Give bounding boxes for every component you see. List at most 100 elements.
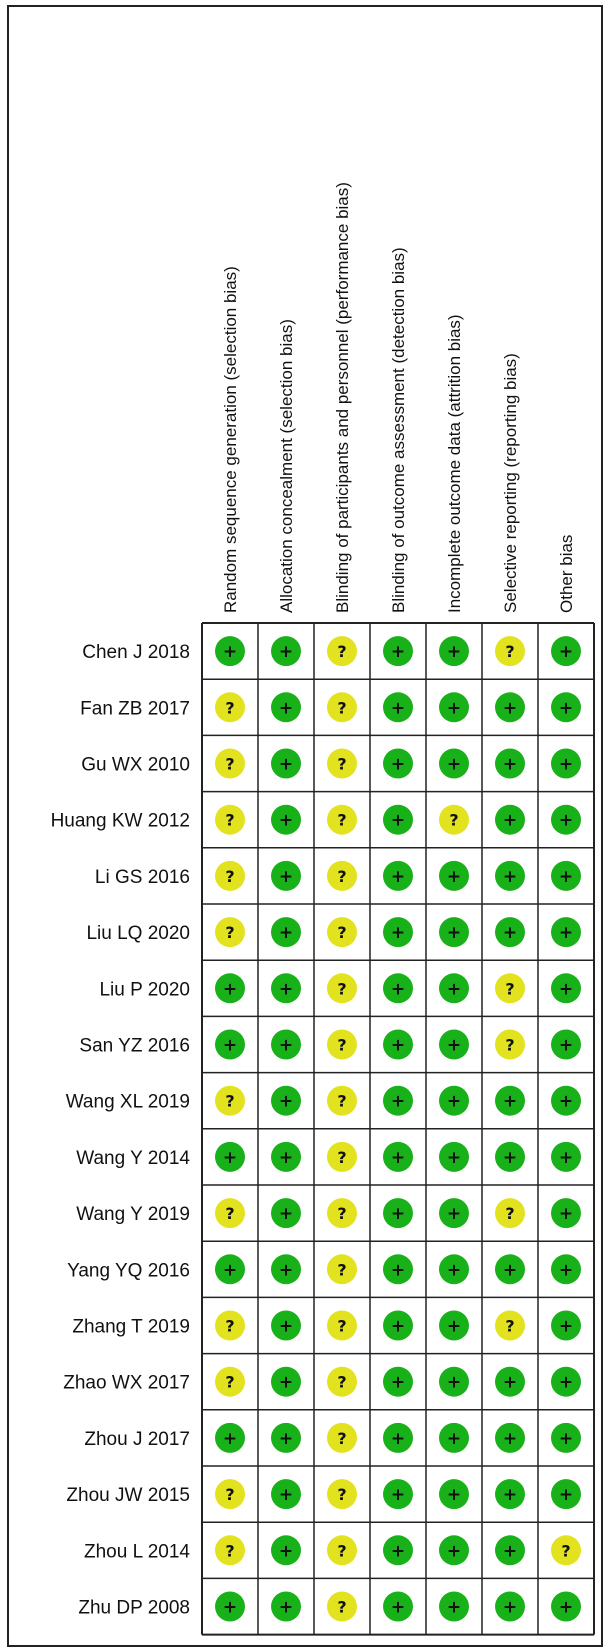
low-risk-cell: + (439, 1254, 469, 1285)
unclear-risk-circle (215, 1198, 245, 1229)
question-symbol: ? (225, 755, 234, 774)
plus-symbol: + (447, 1429, 461, 1449)
unclear-risk-cell: ? (327, 692, 357, 723)
plus-symbol: + (391, 923, 405, 943)
plus-symbol: + (391, 698, 405, 718)
unclear-risk-circle (215, 917, 245, 948)
low-risk-circle (271, 973, 301, 1004)
low-risk-circle (271, 1366, 301, 1397)
unclear-risk-cell: ? (551, 1535, 581, 1566)
question-symbol: ? (225, 1541, 234, 1560)
low-risk-cell: + (551, 1141, 581, 1172)
plus-symbol: + (559, 755, 573, 775)
low-risk-cell: + (383, 748, 413, 779)
judgement-cells: + +? + +? +? +? + + + +? +? + + + +? +? +? + +? +? + + + +? +? + +… (215, 636, 581, 1622)
plus-symbol: + (391, 1317, 405, 1337)
unclear-risk-cell: ? (327, 1591, 357, 1622)
plus-symbol: + (447, 1260, 461, 1280)
study-label: Wang Y 2019 (76, 1204, 190, 1225)
low-risk-cell: + (439, 636, 469, 667)
plus-symbol: + (391, 867, 405, 887)
plus-symbol: + (279, 642, 293, 662)
question-symbol: ? (225, 1317, 234, 1336)
low-risk-cell: + (271, 1310, 301, 1341)
study-label: Zhou J 2017 (84, 1429, 190, 1450)
low-risk-cell: + (383, 860, 413, 891)
low-risk-circle (383, 1591, 413, 1622)
unclear-risk-circle (495, 973, 525, 1004)
low-risk-cell: + (495, 1366, 525, 1397)
plus-symbol: + (447, 755, 461, 775)
question-symbol: ? (505, 1204, 514, 1223)
plus-symbol: + (503, 1429, 517, 1449)
study-label: Zhao WX 2017 (63, 1373, 190, 1394)
unclear-risk-cell: ? (327, 1310, 357, 1341)
column-label: Selective reporting (reporting bias) (501, 353, 520, 613)
low-risk-cell: + (439, 748, 469, 779)
unclear-risk-cell: ? (327, 1254, 357, 1285)
plus-symbol: + (559, 867, 573, 887)
question-symbol: ? (225, 1373, 234, 1392)
unclear-risk-circle (215, 1366, 245, 1397)
low-risk-circle (271, 1198, 301, 1229)
low-risk-circle (383, 973, 413, 1004)
plus-symbol: + (223, 1148, 237, 1168)
plus-symbol: + (391, 1260, 405, 1280)
low-risk-cell: + (271, 1479, 301, 1510)
low-risk-circle (551, 692, 581, 723)
plus-symbol: + (559, 1598, 573, 1618)
low-risk-circle (383, 1029, 413, 1060)
question-symbol: ? (505, 1036, 514, 1055)
plus-symbol: + (503, 1485, 517, 1505)
low-risk-circle (383, 692, 413, 723)
study-label: Fan ZB 2017 (80, 698, 190, 719)
low-risk-circle (551, 1198, 581, 1229)
low-risk-circle (271, 917, 301, 948)
low-risk-cell: + (271, 692, 301, 723)
plus-symbol: + (559, 1036, 573, 1056)
plus-symbol: + (391, 1036, 405, 1056)
low-risk-circle (439, 1535, 469, 1566)
low-risk-circle (383, 1085, 413, 1116)
plus-symbol: + (447, 642, 461, 662)
low-risk-circle (271, 1141, 301, 1172)
low-risk-cell: + (383, 1029, 413, 1060)
unclear-risk-circle (551, 1535, 581, 1566)
low-risk-circle (271, 1422, 301, 1453)
low-risk-cell: + (439, 1422, 469, 1453)
unclear-risk-cell: ? (327, 917, 357, 948)
low-risk-cell: + (383, 1591, 413, 1622)
plus-symbol: + (223, 1429, 237, 1449)
low-risk-cell: + (271, 1535, 301, 1566)
unclear-risk-cell: ? (215, 917, 245, 948)
plus-symbol: + (447, 1204, 461, 1224)
question-symbol: ? (337, 698, 346, 717)
unclear-risk-cell: ? (327, 804, 357, 835)
low-risk-circle (383, 1366, 413, 1397)
low-risk-circle (439, 692, 469, 723)
plus-symbol: + (447, 979, 461, 999)
unclear-risk-circle (495, 1310, 525, 1341)
low-risk-cell: + (383, 804, 413, 835)
low-risk-circle (383, 1254, 413, 1285)
low-risk-circle (551, 917, 581, 948)
study-label: Zhu DP 2008 (78, 1598, 190, 1619)
unclear-risk-cell: ? (215, 1366, 245, 1397)
unclear-risk-circle (495, 636, 525, 667)
low-risk-circle (215, 1141, 245, 1172)
plus-symbol: + (279, 923, 293, 943)
unclear-risk-circle (327, 1254, 357, 1285)
plus-symbol: + (559, 1092, 573, 1112)
low-risk-circle (439, 1029, 469, 1060)
plus-symbol: + (391, 979, 405, 999)
plus-symbol: + (447, 1598, 461, 1618)
low-risk-cell: + (551, 1310, 581, 1341)
low-risk-cell: + (271, 748, 301, 779)
low-risk-cell: + (551, 1479, 581, 1510)
low-risk-circle (271, 1310, 301, 1341)
question-symbol: ? (225, 1204, 234, 1223)
plus-symbol: + (559, 1373, 573, 1393)
unclear-risk-cell: ? (495, 1029, 525, 1060)
plus-symbol: + (223, 1598, 237, 1618)
unclear-risk-cell: ? (327, 1479, 357, 1510)
